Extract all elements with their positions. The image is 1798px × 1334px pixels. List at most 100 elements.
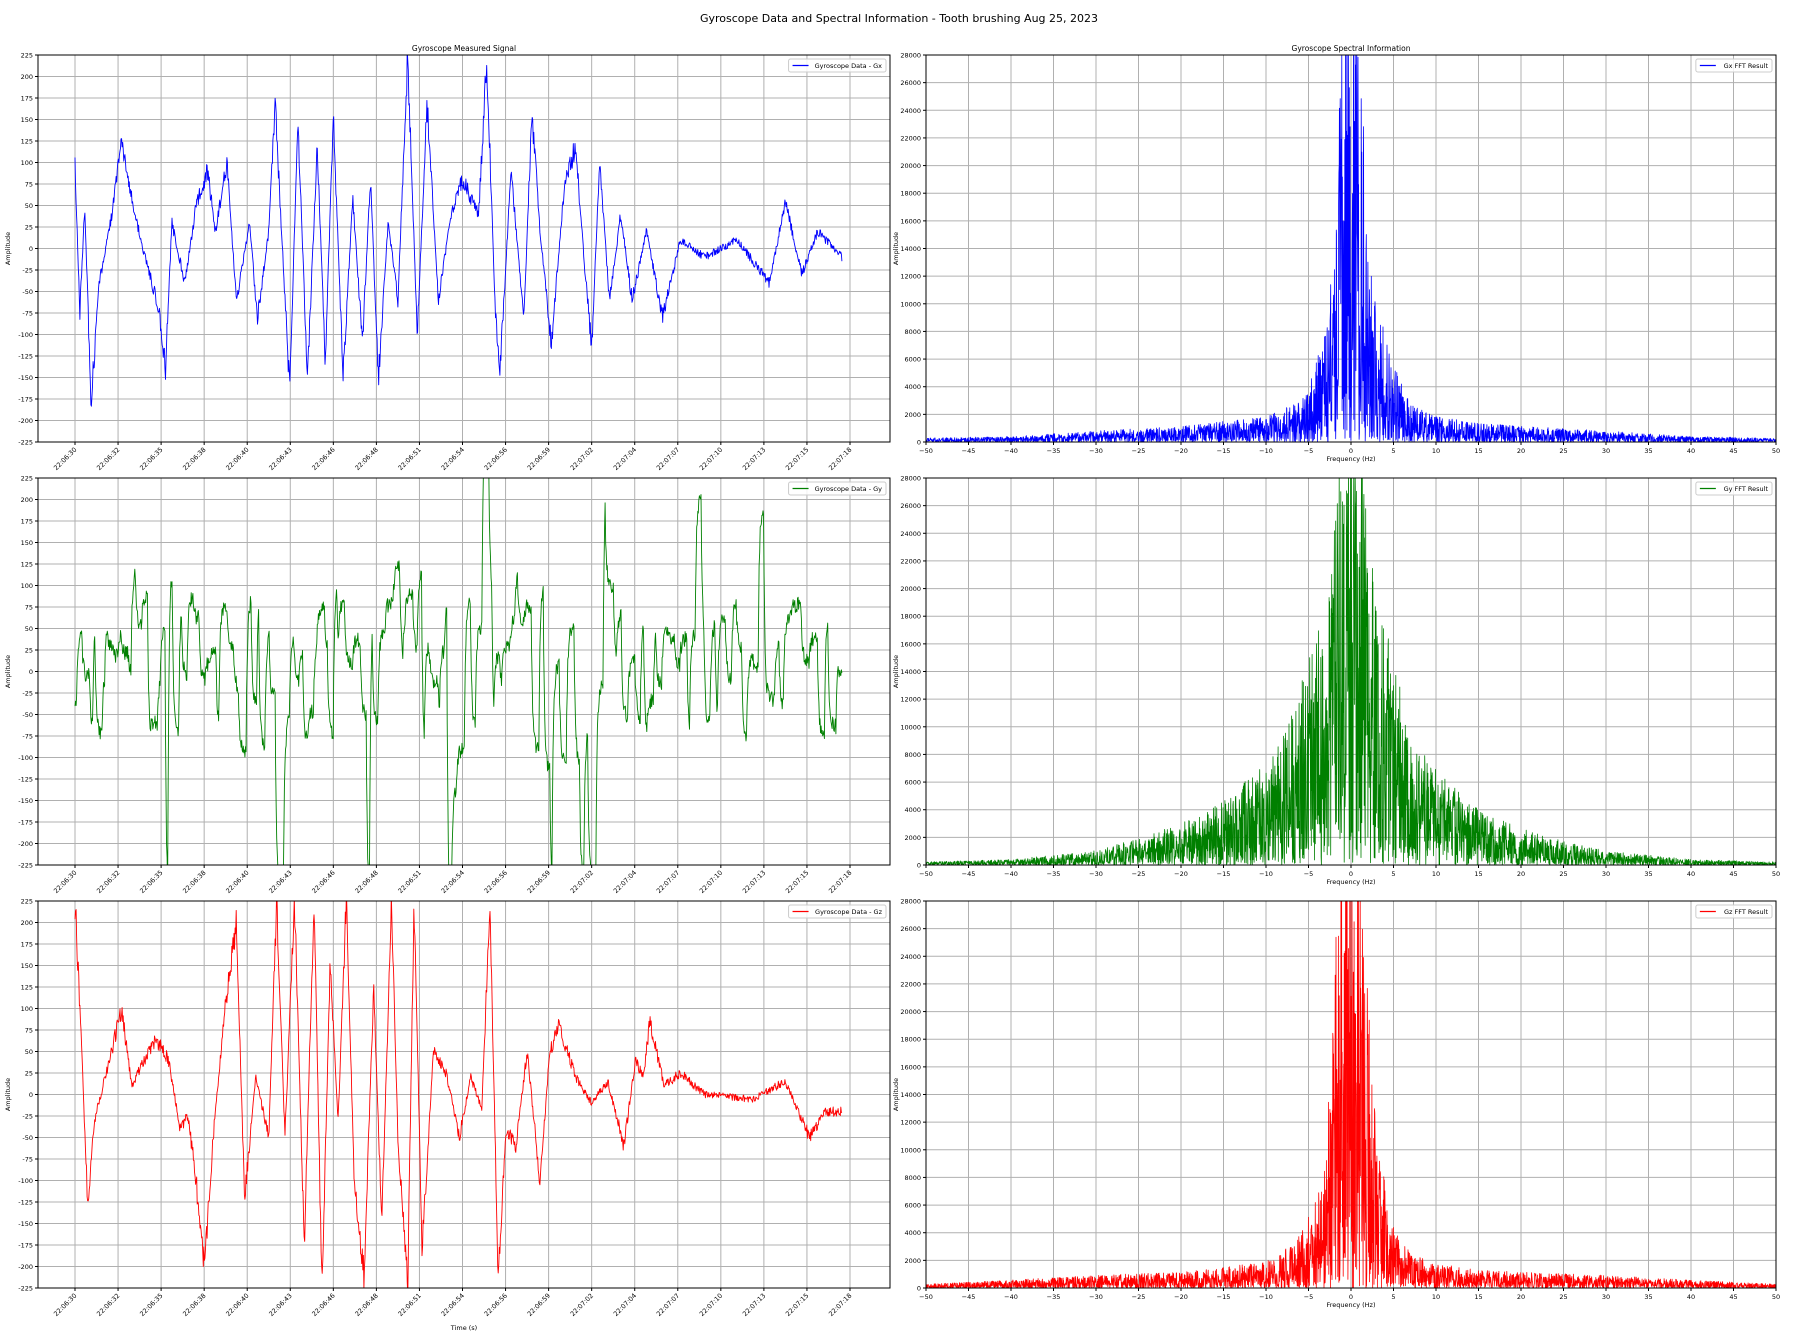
gy-time-series xyxy=(74,478,843,865)
x-tick-label: 22:07:15 xyxy=(784,1292,810,1318)
y-tick-label: 4000 xyxy=(904,383,921,391)
y-tick-label: 28000 xyxy=(900,52,921,60)
x-tick-label: 22:06:59 xyxy=(526,1292,552,1318)
y-tick-label: 20000 xyxy=(900,162,921,170)
y-tick-label: 225 xyxy=(21,898,33,906)
x-tick-label: 0 xyxy=(1349,447,1353,455)
x-tick-label: 22:06:40 xyxy=(224,1292,250,1318)
y-tick-label: 10000 xyxy=(900,723,921,731)
x-tick-label: 40 xyxy=(1687,870,1695,878)
x-tick-label: 22:06:56 xyxy=(483,446,509,472)
x-tick-label: 22:06:54 xyxy=(440,446,466,472)
y-tick-label: -150 xyxy=(18,1220,33,1228)
y-tick-label: 24000 xyxy=(900,953,921,961)
gz-time-legend: Gyroscope Data - Gz xyxy=(788,904,887,919)
x-tick-label: 22:06:46 xyxy=(310,1292,336,1318)
y-tick-label: 50 xyxy=(25,625,33,633)
y-tick-label: 0 xyxy=(29,1091,33,1099)
gy-fft-axes: 0 2000 4000 6000 8000 10000 12000 14000 16000 180… xyxy=(900,475,1780,879)
x-tick-label: −10 xyxy=(1259,447,1273,455)
gx-fft-plot: 0 2000 4000 6000 8000 10000 12000 14000 16000 180… xyxy=(892,44,1780,463)
y-tick-label: 0 xyxy=(29,668,33,676)
y-tick-label: 8000 xyxy=(904,1174,921,1182)
x-tick-label: 22:07:07 xyxy=(655,1292,681,1318)
series-line xyxy=(926,478,1776,865)
x-tick-label: 40 xyxy=(1687,1293,1695,1301)
x-tick-label: 5 xyxy=(1391,1293,1395,1301)
y-tick-label: 125 xyxy=(21,984,33,992)
x-tick-label: 22:06:54 xyxy=(440,869,466,895)
x-tick-label: 25 xyxy=(1559,447,1567,455)
y-tick-label: 175 xyxy=(21,95,33,103)
x-tick-label: 22:07:13 xyxy=(741,446,767,472)
y-tick-label: -125 xyxy=(18,1199,33,1207)
x-tick-label: 10 xyxy=(1432,447,1440,455)
x-tick-label: 22:06:30 xyxy=(52,869,78,895)
y-tick-label: 28000 xyxy=(900,475,921,483)
y-tick-label: -125 xyxy=(18,353,33,361)
x-tick-label: −30 xyxy=(1089,870,1103,878)
x-tick-label: −25 xyxy=(1132,447,1146,455)
x-tick-label: 22:06:35 xyxy=(138,869,164,895)
x-tick-label: 22:06:56 xyxy=(483,869,509,895)
y-tick-label: 12000 xyxy=(900,273,921,281)
x-tick-label: −10 xyxy=(1259,870,1273,878)
axes-frame xyxy=(925,54,1777,443)
x-tick-label: 15 xyxy=(1474,447,1482,455)
x-tick-label: −40 xyxy=(1004,870,1018,878)
x-tick-label: 22:07:13 xyxy=(741,869,767,895)
gx-fft-legend-label: Gx FFT Result xyxy=(1724,62,1769,70)
y-tick-label: 125 xyxy=(21,138,33,146)
x-tick-label: 22:07:15 xyxy=(784,446,810,472)
y-tick-label: -25 xyxy=(22,267,33,275)
gx-time-series xyxy=(74,55,843,407)
x-tick-label: 22:07:04 xyxy=(612,1292,638,1318)
y-tick-label: 0 xyxy=(917,862,921,870)
y-tick-label: 75 xyxy=(25,604,33,612)
x-tick-label: 22:06:59 xyxy=(526,446,552,472)
x-tick-label: 22:06:51 xyxy=(397,1292,423,1318)
x-tick-label: −5 xyxy=(1304,870,1314,878)
y-tick-label: 10000 xyxy=(900,1146,921,1154)
y-tick-label: -125 xyxy=(18,776,33,784)
x-tick-label: 22:06:32 xyxy=(95,446,121,472)
y-tick-label: 150 xyxy=(21,116,33,124)
gx-fft-xlabel: Frequency (Hz) xyxy=(1326,455,1375,463)
x-tick-label: 22:07:18 xyxy=(827,869,853,895)
gz-fft-series xyxy=(926,901,1776,1288)
x-tick-label: 5 xyxy=(1391,870,1395,878)
y-tick-label: 4000 xyxy=(904,806,921,814)
x-tick-label: −25 xyxy=(1132,870,1146,878)
y-tick-label: 0 xyxy=(29,245,33,253)
y-tick-label: -225 xyxy=(18,439,33,447)
y-tick-label: 2000 xyxy=(904,1257,921,1265)
x-tick-label: −30 xyxy=(1089,447,1103,455)
y-tick-label: -50 xyxy=(22,1134,33,1142)
y-tick-label: 12000 xyxy=(900,696,921,704)
y-tick-label: 26000 xyxy=(900,925,921,933)
y-tick-label: 2000 xyxy=(904,411,921,419)
y-tick-label: 225 xyxy=(21,52,33,60)
x-tick-label: −20 xyxy=(1174,447,1188,455)
x-tick-label: 22:07:10 xyxy=(698,446,724,472)
gx-time-title: Gyroscope Measured Signal xyxy=(412,44,516,53)
y-tick-label: -225 xyxy=(18,1285,33,1293)
y-tick-label: 18000 xyxy=(900,1036,921,1044)
gx-time-legend: Gyroscope Data - Gx xyxy=(788,58,887,73)
x-tick-label: 22:06:43 xyxy=(267,1292,293,1318)
x-tick-label: 22:06:38 xyxy=(181,446,207,472)
y-tick-label: 14000 xyxy=(900,1091,921,1099)
x-tick-label: 15 xyxy=(1474,1293,1482,1301)
y-tick-label: -100 xyxy=(18,1177,33,1185)
x-tick-label: 22:06:40 xyxy=(224,869,250,895)
x-tick-label: −15 xyxy=(1217,1293,1231,1301)
y-tick-label: 16000 xyxy=(900,217,921,225)
x-tick-label: −10 xyxy=(1259,1293,1273,1301)
x-tick-label: 30 xyxy=(1602,1293,1610,1301)
y-tick-label: -50 xyxy=(22,288,33,296)
x-tick-label: −40 xyxy=(1004,447,1018,455)
y-tick-label: 200 xyxy=(21,73,33,81)
gy-time-grid xyxy=(38,477,890,866)
x-tick-label: 22:07:04 xyxy=(612,869,638,895)
gx-time-grid xyxy=(38,54,890,443)
